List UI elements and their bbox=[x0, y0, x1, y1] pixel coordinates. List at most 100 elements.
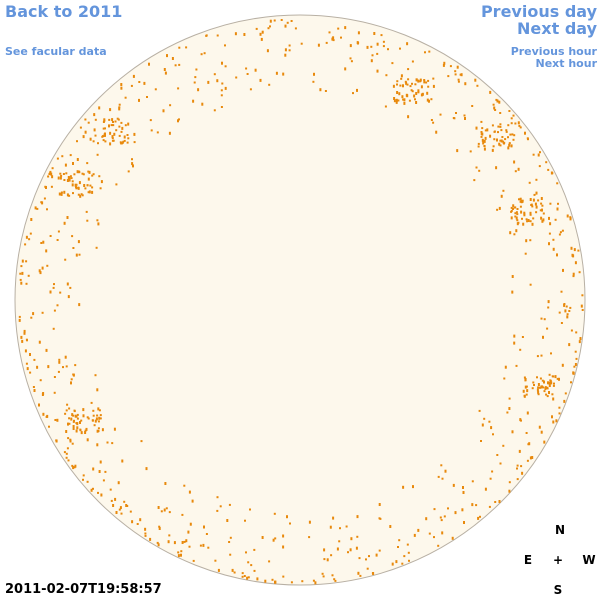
facula bbox=[20, 265, 23, 268]
facula bbox=[131, 162, 134, 166]
facula bbox=[165, 507, 168, 510]
facula bbox=[556, 207, 559, 211]
facula bbox=[41, 266, 44, 270]
facula bbox=[220, 106, 223, 108]
facula bbox=[509, 231, 512, 235]
facula bbox=[547, 306, 550, 309]
facula bbox=[339, 527, 341, 530]
facula bbox=[118, 107, 121, 111]
previous-hour-link[interactable]: Previous hour bbox=[510, 45, 597, 58]
facula bbox=[23, 329, 26, 333]
facula bbox=[99, 187, 102, 190]
facula bbox=[516, 222, 519, 226]
facula bbox=[98, 409, 101, 412]
facula bbox=[569, 218, 572, 221]
facula bbox=[94, 134, 97, 137]
facula bbox=[403, 555, 406, 558]
facula bbox=[82, 173, 85, 176]
facula bbox=[286, 515, 288, 519]
facula bbox=[559, 231, 562, 234]
facula bbox=[513, 341, 516, 345]
facula bbox=[261, 536, 264, 539]
facula bbox=[112, 121, 114, 123]
facula bbox=[464, 117, 466, 120]
facula bbox=[555, 419, 558, 423]
facula bbox=[115, 129, 118, 132]
facula bbox=[461, 508, 464, 512]
next-hour-link[interactable]: Next hour bbox=[535, 57, 598, 70]
facula bbox=[97, 427, 100, 430]
facula bbox=[578, 340, 581, 344]
facula bbox=[115, 511, 118, 514]
facula bbox=[513, 134, 516, 137]
facula bbox=[432, 77, 435, 80]
facula bbox=[67, 437, 70, 440]
facula bbox=[332, 516, 335, 520]
facula bbox=[333, 578, 336, 581]
facula bbox=[321, 572, 324, 575]
facula bbox=[406, 42, 409, 46]
facula bbox=[558, 412, 561, 415]
facula bbox=[99, 460, 102, 464]
facula bbox=[71, 183, 74, 187]
facula bbox=[539, 151, 541, 154]
next-day-link[interactable]: Next day bbox=[517, 19, 597, 38]
facula bbox=[86, 416, 89, 419]
previous-day-link[interactable]: Previous day bbox=[480, 2, 597, 21]
facula bbox=[73, 410, 76, 413]
facula bbox=[535, 211, 538, 214]
facula bbox=[84, 431, 87, 434]
facula bbox=[513, 206, 516, 209]
facula bbox=[558, 311, 561, 314]
facula bbox=[271, 578, 274, 581]
facula bbox=[428, 532, 431, 535]
facula bbox=[92, 409, 95, 412]
facula bbox=[433, 508, 436, 511]
facula bbox=[111, 139, 114, 142]
facula bbox=[60, 192, 63, 196]
facula bbox=[541, 208, 543, 212]
facula bbox=[415, 101, 418, 104]
facula bbox=[129, 510, 132, 513]
facula bbox=[156, 131, 159, 134]
facula bbox=[519, 126, 522, 129]
facula bbox=[358, 557, 361, 560]
facula bbox=[539, 209, 542, 212]
facula bbox=[537, 383, 540, 386]
facula bbox=[540, 197, 543, 200]
facula bbox=[27, 274, 30, 277]
facula bbox=[43, 197, 46, 200]
facula bbox=[389, 525, 392, 528]
facula bbox=[71, 442, 74, 445]
facula bbox=[70, 417, 73, 421]
facula bbox=[484, 487, 487, 491]
facula bbox=[542, 386, 545, 389]
facula bbox=[405, 81, 408, 85]
facula bbox=[280, 19, 283, 21]
facula bbox=[42, 412, 45, 416]
facula bbox=[203, 525, 205, 529]
back-link[interactable]: Back to 2011 bbox=[5, 2, 123, 21]
facula bbox=[195, 68, 198, 71]
facula bbox=[94, 118, 97, 121]
facula bbox=[326, 558, 329, 562]
facula bbox=[156, 541, 159, 544]
facula bbox=[65, 430, 68, 433]
facula bbox=[80, 193, 83, 196]
facula bbox=[531, 222, 534, 226]
facula bbox=[524, 252, 527, 255]
facula bbox=[65, 456, 68, 459]
facula bbox=[313, 72, 315, 76]
facula bbox=[132, 74, 135, 78]
facula bbox=[392, 84, 395, 88]
facular-link[interactable]: See facular data bbox=[5, 45, 107, 58]
facula bbox=[550, 171, 553, 175]
facula bbox=[82, 474, 85, 477]
facula bbox=[501, 136, 504, 138]
facula bbox=[32, 386, 35, 388]
facula bbox=[526, 137, 529, 140]
facula bbox=[63, 179, 66, 181]
facula bbox=[114, 497, 117, 501]
facula bbox=[178, 46, 181, 49]
facula bbox=[180, 553, 182, 557]
